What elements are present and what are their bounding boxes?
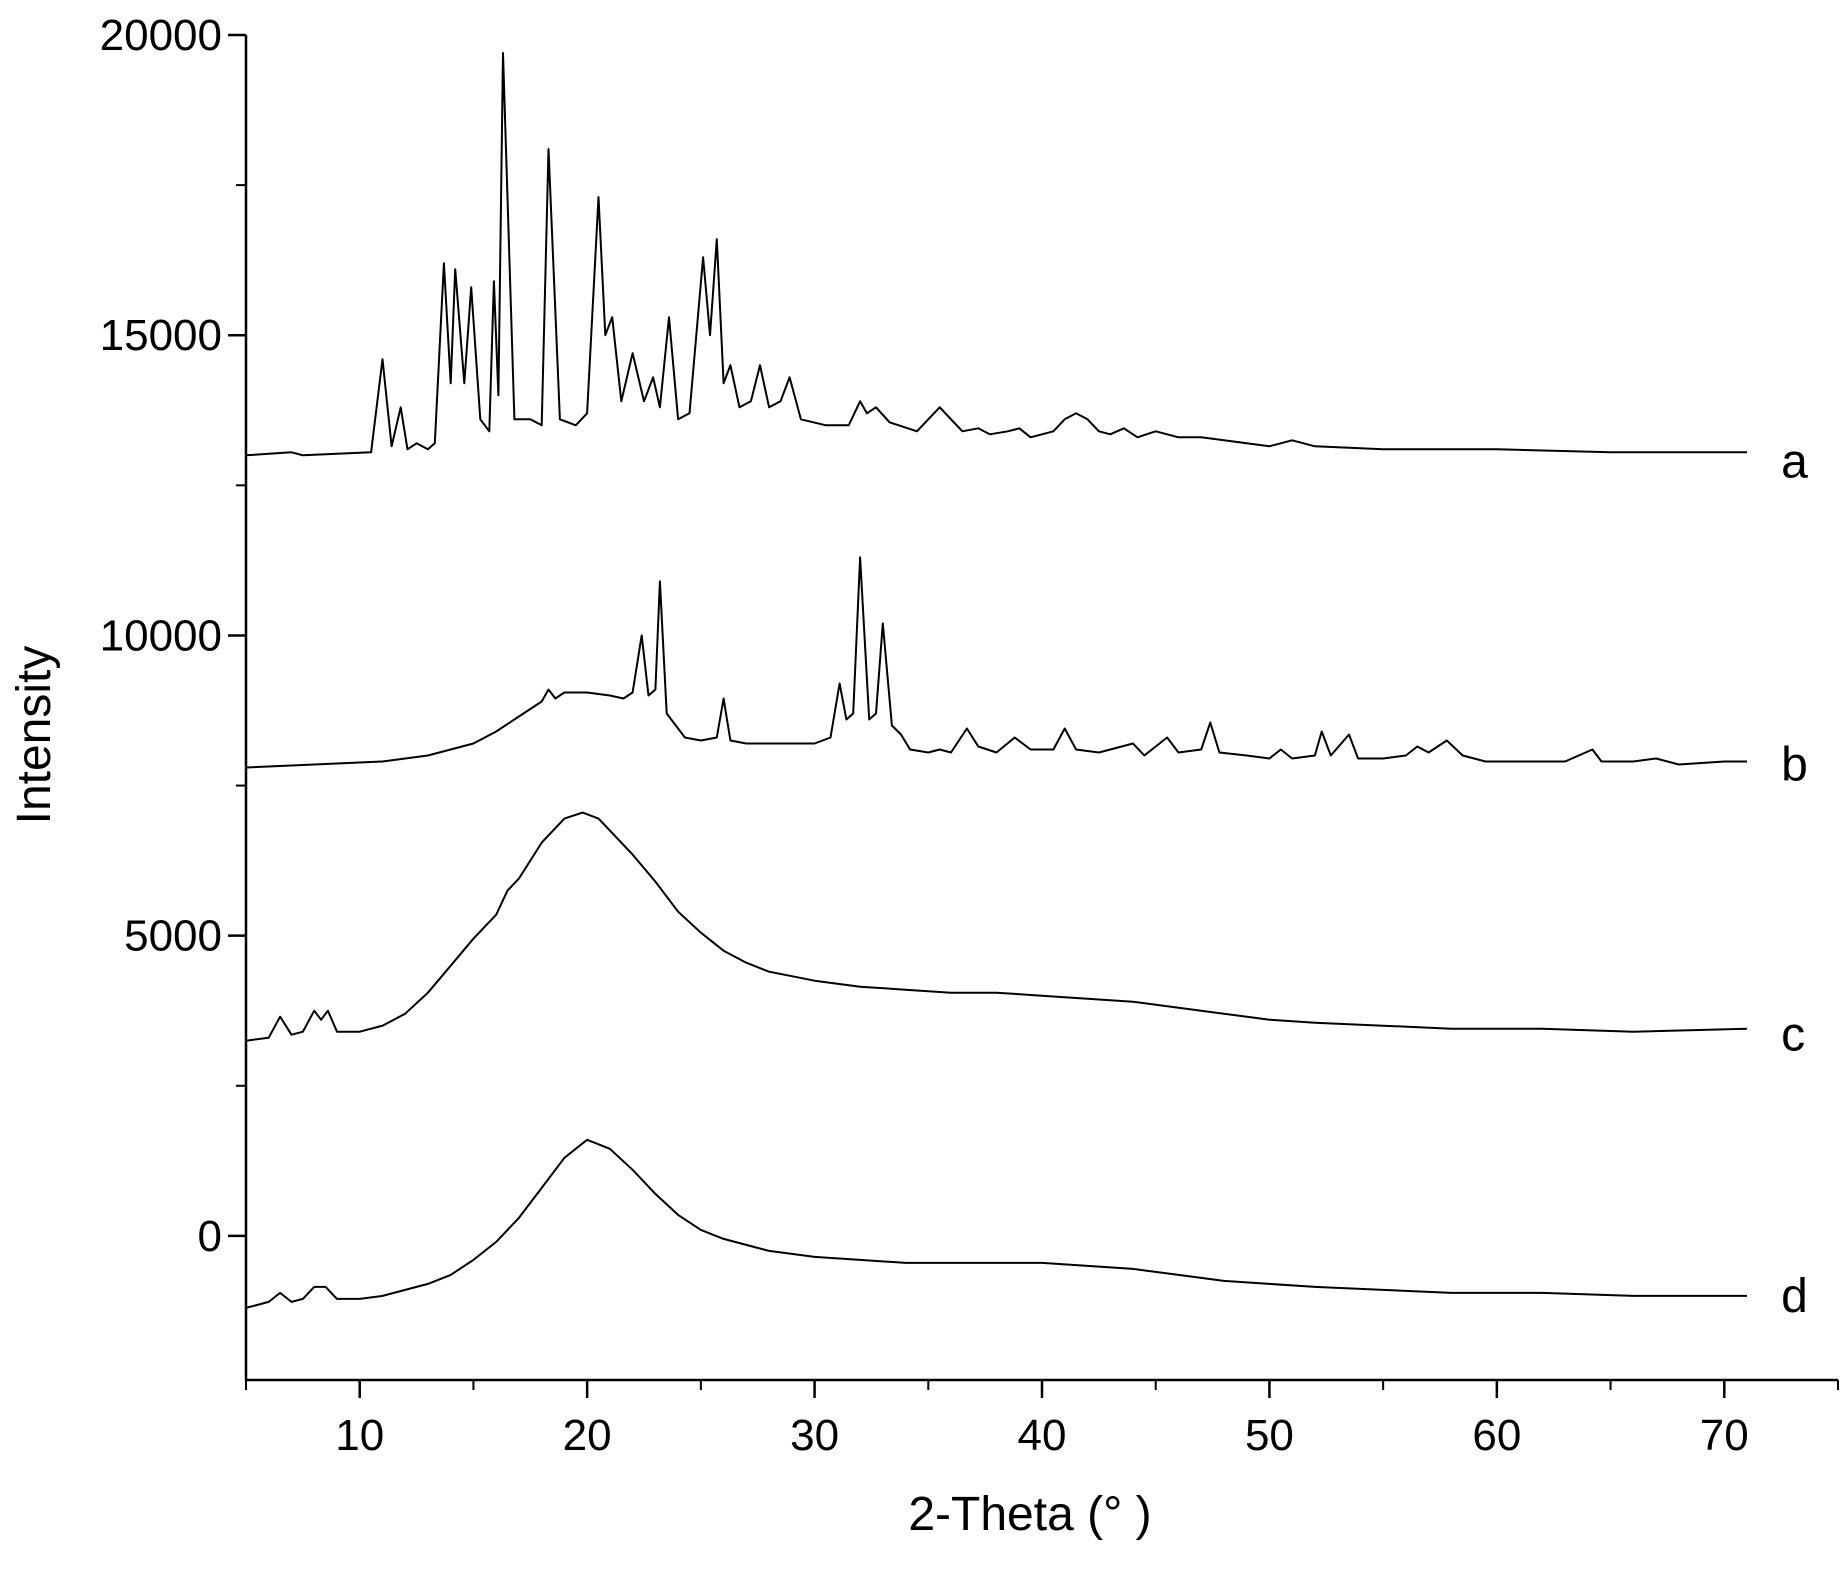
series-a-label: a (1781, 435, 1808, 488)
y-axis-title: Intensity (8, 646, 61, 825)
plot-lines: a b c d (245, 52, 1808, 1323)
x-tick-label: 60 (1472, 1411, 1521, 1460)
y-tick-label: 10000 (100, 611, 222, 660)
y-tick-label: 15000 (100, 311, 222, 360)
y-tick-label: 20000 (100, 11, 222, 60)
y-tick-label: 5000 (124, 912, 222, 961)
series-c-label: c (1781, 1009, 1805, 1062)
x-tick-label: 10 (335, 1411, 384, 1460)
x-tick-label: 20 (563, 1411, 612, 1460)
series-a-line (245, 52, 1747, 457)
series-d-label: d (1781, 1270, 1808, 1323)
x-tick-label: 40 (1018, 1411, 1067, 1460)
x-tick-label: 50 (1245, 1411, 1294, 1460)
series-b-line (245, 556, 1747, 769)
y-tick-label: 0 (198, 1212, 222, 1261)
series-c-line (245, 811, 1748, 1042)
axes (244, 35, 1838, 1382)
ticks: 10 20 30 40 50 60 70 0 5000 10000 15000 20000 (100, 11, 1839, 1460)
series-b-label: b (1781, 739, 1808, 792)
x-tick-label: 30 (790, 1411, 839, 1460)
x-axis-title: 2-Theta (° ) (908, 1488, 1151, 1541)
series-d-line (245, 1138, 1747, 1309)
x-tick-label: 70 (1700, 1411, 1749, 1460)
